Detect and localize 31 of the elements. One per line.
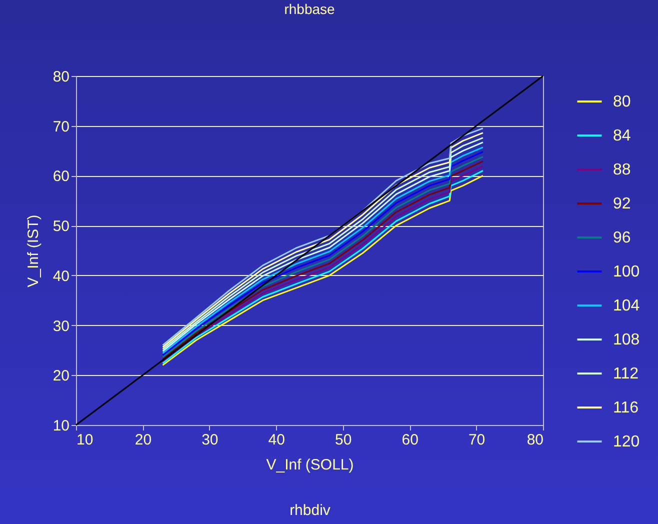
x-tick-label: 70 [468, 432, 486, 448]
legend-label: 84 [613, 128, 631, 144]
legend-label: 96 [613, 230, 631, 246]
y-tick-label: 30 [52, 318, 70, 335]
x-tick-label: 30 [202, 432, 218, 448]
legend-label: 112 [613, 366, 639, 382]
x-tick-label: 20 [134, 432, 152, 448]
legend-label: 104 [613, 298, 640, 314]
legend-label: 88 [613, 162, 631, 178]
chart-title: rhbbase [284, 1, 336, 17]
text: rhbdiv [288, 502, 332, 519]
x-tick-label: 80 [526, 432, 544, 448]
x-axis-title: V_Inf (SOLL) [266, 456, 354, 474]
y-tick-label: 50 [52, 218, 70, 236]
legend-label: 120 [613, 434, 640, 450]
y-tick-label: 20 [52, 368, 70, 385]
y-tick-label: 40 [52, 268, 70, 285]
y-tick-label: 80 [52, 68, 70, 86]
x-tick-label: 10 [76, 432, 94, 448]
y-tick-label: 60 [52, 168, 70, 186]
x-tick-label: 40 [268, 432, 285, 448]
legend-label: 100 [613, 264, 640, 280]
legend-label: 116 [613, 400, 639, 416]
y-tick-label: 10 [52, 418, 70, 434]
y-axis-title: V_Inf (IST) [24, 214, 42, 288]
y-tick-label: 70 [52, 118, 70, 136]
legend-label: 108 [613, 332, 640, 348]
x-tick-label: 60 [402, 432, 418, 448]
x-tick-label: 50 [335, 432, 352, 448]
legend-label: 80 [613, 94, 631, 110]
legend-label: 92 [613, 196, 631, 212]
